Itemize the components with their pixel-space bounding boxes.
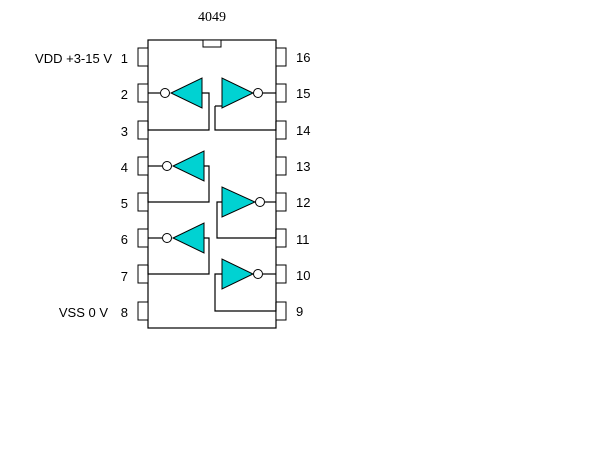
right-pin-numbers: 16 15 14 13 12 11 10 9 (296, 50, 310, 319)
pin-number: 7 (121, 269, 128, 284)
pin-number: 2 (121, 87, 128, 102)
left-pins (137, 47, 149, 321)
pin-number: 5 (121, 196, 128, 211)
pin-8 (137, 301, 149, 321)
pin-number: 16 (296, 50, 310, 65)
pin-number: 15 (296, 86, 310, 101)
left-pin-numbers: 1 2 3 4 5 6 7 8 (121, 51, 128, 320)
inversion-bubble (162, 233, 172, 243)
right-pins (275, 47, 287, 321)
inverter-gate-d (221, 186, 257, 218)
pin-15 (275, 83, 287, 103)
pin-14 (275, 120, 287, 140)
pin-number: 8 (121, 305, 128, 320)
inverter-gate-a (169, 77, 203, 109)
vdd-label: VDD +3-15 V (35, 51, 112, 66)
pin-number: 11 (296, 232, 310, 247)
pin-2 (137, 83, 149, 103)
pin-number: 14 (296, 123, 310, 138)
pin-number: 13 (296, 159, 310, 174)
inverter-gate-e (171, 222, 205, 254)
inverter-gate-f (221, 258, 255, 290)
internal-wiring (147, 92, 277, 312)
orientation-notch (202, 39, 222, 48)
pin-number: 4 (121, 160, 128, 175)
inverter-gate-b (221, 77, 255, 109)
pin-1 (137, 47, 149, 67)
pin-10 (275, 264, 287, 284)
vss-label: VSS 0 V (59, 305, 108, 320)
pin-number: 3 (121, 124, 128, 139)
pin-13 (275, 156, 287, 176)
pin-number: 12 (296, 195, 310, 210)
pin-6 (137, 228, 149, 248)
inverter-gates (160, 77, 265, 290)
pin-12 (275, 192, 287, 212)
inverter-gate-c (171, 150, 205, 182)
pin-5 (137, 192, 149, 212)
pin-9 (275, 301, 287, 321)
pin-11 (275, 228, 287, 248)
pin-number: 9 (296, 304, 303, 319)
inversion-bubble (162, 161, 172, 171)
inversion-bubble (253, 269, 263, 279)
pin-number: 1 (121, 51, 128, 66)
pin-7 (137, 264, 149, 284)
pin-number: 10 (296, 268, 310, 283)
pin-4 (137, 156, 149, 176)
inversion-bubble (255, 197, 265, 207)
pin-3 (137, 120, 149, 140)
chip-body (147, 39, 277, 329)
chip-title: 4049 (198, 10, 226, 25)
pin-16 (275, 47, 287, 67)
inversion-bubble (253, 88, 263, 98)
pin-number: 6 (121, 232, 128, 247)
inversion-bubble (160, 88, 170, 98)
